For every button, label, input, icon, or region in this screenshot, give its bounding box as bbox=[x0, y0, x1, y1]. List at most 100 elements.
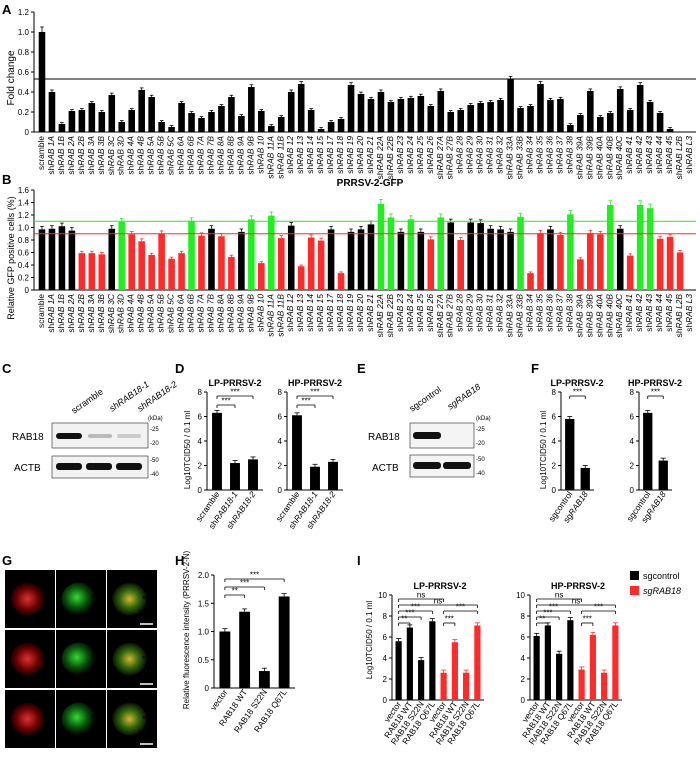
panel-a-xlabel-shrab-24: shRAB 24 bbox=[405, 136, 415, 174]
g-image-r1-c2-star: * bbox=[142, 654, 146, 664]
panel-d-lp-chart: LP-PRRSV-202468scrambleshRAB18-1shRAB18-… bbox=[194, 378, 263, 531]
panel-i-lp-sig-1: ns bbox=[434, 597, 442, 606]
panel-a-xlabel-shrab-4b: shRAB 4B bbox=[136, 136, 146, 175]
g-image-r1-c2-cell bbox=[112, 642, 147, 676]
panel-a-bar-shrab-31 bbox=[487, 102, 494, 132]
panel-b-xlabel-shrab-34: shRAB 34 bbox=[525, 294, 535, 332]
panel-d-lp-ytick-label-0: 0 bbox=[198, 486, 203, 495]
panel-d-hp-bar-0-scramble bbox=[292, 415, 302, 490]
panel-label-g: G bbox=[2, 553, 12, 568]
panel-d-hp-ytick-label-0: 0 bbox=[278, 486, 283, 495]
panel-i-lp-ytick-label-2: 4 bbox=[383, 654, 388, 663]
panel-d-hp-sig-0: *** bbox=[310, 388, 319, 397]
panel-b-xlabel-shrab-11a: shRAB 11A bbox=[265, 294, 275, 337]
panel-b-xlabel-shrab-5a: shRAB 5A bbox=[146, 294, 156, 333]
panel-b-xlabel-shrab-39a: shRAB 39A bbox=[574, 294, 584, 338]
panel-f-hp-ytick-label-4: 8 bbox=[630, 388, 635, 397]
panel-b-xlabel-shrab-33a: shRAB 33A bbox=[505, 294, 515, 338]
panel-b-xlabel-shrab-8b: shRAB 8B bbox=[225, 294, 235, 333]
panel-f-lp-ytick-label-1: 2 bbox=[552, 462, 557, 471]
panel-b-xlabel-shrab-37: shRAB 37 bbox=[554, 294, 564, 332]
panel-a-xlabel-shrab-3a: shRAB 3A bbox=[86, 136, 96, 175]
panel-d-ylabel: Log10TCID50 / 0.1 ml bbox=[183, 411, 192, 489]
panel-a-bar-shrab-5b bbox=[158, 122, 165, 132]
panel-b-xlabel-shrab-10: shRAB 10 bbox=[255, 294, 265, 332]
panel-i-hp-ytick-label-1: 2 bbox=[521, 675, 526, 684]
panel-i-hp-ytick-label-4: 8 bbox=[521, 612, 526, 621]
panel-a-bar-shrab-17 bbox=[327, 122, 335, 132]
blot-e-kda: (kDa) bbox=[476, 416, 491, 422]
panel-b-xlabel-shrab-31: shRAB 31 bbox=[485, 294, 495, 332]
panel-d-hp-bar-2-shrab18-2 bbox=[328, 461, 338, 490]
panel-i-hp-sig-3: *** bbox=[543, 609, 552, 618]
panel-i-hp-bar-7-rab18-q67l bbox=[612, 625, 619, 700]
panel-a-xlabel-shrab-5a: shRAB 5A bbox=[146, 136, 156, 175]
panel-b-bar-shrab-31 bbox=[487, 228, 494, 290]
panel-b-xlabel-shrab-7b: shRAB 7B bbox=[205, 294, 215, 333]
panel-a-xlabel-shrab-4a: shRAB 4A bbox=[126, 136, 136, 175]
panel-b-xlabel-shrab-17: shRAB 17 bbox=[325, 294, 335, 332]
panel-a-bar-shrab-27a bbox=[437, 91, 445, 132]
panel-a-xlabel-shrab-20: shRAB 20 bbox=[355, 136, 365, 174]
panel-b-bar-shrab-28 bbox=[457, 240, 465, 290]
panel-b-bar-shrab-40c bbox=[616, 228, 624, 290]
panel-a-bar-shrab-22a bbox=[377, 92, 385, 132]
panel-h-bar-2-rab18-s22n bbox=[258, 671, 270, 688]
panel-b-bar-shrab-30 bbox=[477, 223, 484, 290]
panel-i-legend: sgcontrol sgRAB18 bbox=[630, 571, 681, 596]
panel-a-xlabel-shrab-43: shRAB 43 bbox=[644, 136, 654, 174]
panel-b-xlabel-shrab-l2b: shRAB L2B bbox=[674, 294, 684, 338]
panel-a-ytick-label-1: 0.2 bbox=[18, 108, 30, 117]
panel-label-e: E bbox=[357, 361, 366, 376]
panel-a-bar-shrab-39b bbox=[587, 91, 594, 132]
panel-a-xlabel-shrab-26: shRAB 26 bbox=[425, 136, 435, 174]
panel-b-xlabel-shrab-7a: shRAB 7A bbox=[196, 294, 206, 333]
g-image-r1-c1-cell bbox=[61, 642, 96, 676]
panel-a-xlabel-shrab-27b: shRAB 27B bbox=[445, 136, 455, 180]
panel-label-a: A bbox=[2, 2, 12, 17]
panel-a-bar-shrab-1b bbox=[58, 124, 66, 132]
panel-d-hp-ytick-label-2: 4 bbox=[278, 437, 283, 446]
panel-h-ytick-label-4: 2.0 bbox=[198, 571, 210, 580]
panel-a-bar-shrab-24 bbox=[407, 98, 415, 132]
panel-b-bar-shrab-22a bbox=[377, 203, 385, 290]
panel-h-ylabel: Relative fluorescence intensity (PRRSV-2… bbox=[182, 551, 191, 710]
g-row-1-channel-merge: Merge bbox=[109, 633, 129, 640]
panel-b-ytick-label-5: 1.0 bbox=[18, 224, 30, 233]
g-row-2-scale-label: 10 μm bbox=[137, 737, 154, 743]
panel-a-bar-shrab-42 bbox=[636, 85, 644, 132]
panel-a-xlabel-shrab-11b: shRAB 11B bbox=[275, 136, 285, 179]
panel-i-hp-bar-1-rab18-wt bbox=[544, 625, 551, 700]
panel-a-bar-shrab-37 bbox=[557, 99, 564, 132]
panel-a-xlabel-shrab-9b: shRAB 9B bbox=[245, 136, 255, 175]
panel-b-xlabel-shrab-39b: shRAB 39B bbox=[584, 294, 594, 338]
panel-b-bar-shrab-3c bbox=[108, 228, 116, 290]
panel-a-xlabel-shrab-31: shRAB 31 bbox=[485, 136, 495, 174]
panel-b-xlabel-shrab-23: shRAB 23 bbox=[395, 294, 405, 332]
panel-b-bar-shrab-5b bbox=[158, 233, 165, 290]
panel-a-bar-shrab-27b bbox=[447, 112, 455, 132]
panel-a-xlabel-shrab-37: shRAB 37 bbox=[554, 136, 564, 174]
blot-c-rab18-band-scramble bbox=[56, 433, 82, 439]
panel-b-xlabel-shrab-8a: shRAB 8A bbox=[215, 294, 225, 333]
panel-i-lp-title: LP-PRRSV-2 bbox=[413, 581, 466, 591]
panel-b-xlabel-shrab-27a: shRAB 27A bbox=[435, 294, 445, 338]
panel-h-bar-3-rab18-q67l bbox=[278, 596, 290, 688]
panel-b-xlabel-shrab-43: shRAB 43 bbox=[644, 294, 654, 332]
panel-a-bar-shrab-8b bbox=[228, 97, 235, 132]
panel-a-xlabel-shrab-5b: shRAB 5B bbox=[156, 136, 166, 175]
panel-i-hp-sig-5: *** bbox=[594, 603, 603, 612]
panel-d-lp-bar-0-scramble bbox=[212, 412, 222, 490]
panel-i-lp-ytick-label-4: 8 bbox=[383, 612, 388, 621]
panel-a-ytick-label-6: 1.2 bbox=[18, 8, 30, 17]
panel-b-xlabel-shrab-4b: shRAB 4B bbox=[136, 294, 146, 333]
panel-a-bar-shrab-3b bbox=[98, 112, 106, 132]
panel-i-lp-ytick-label-3: 6 bbox=[383, 633, 388, 642]
panel-a-bar-shrab-13 bbox=[297, 84, 305, 132]
panel-h-sig-0: *** bbox=[250, 571, 259, 580]
panel-a-ytick-label-0: 0 bbox=[25, 128, 30, 137]
panel-d-hp-ytick-label-4: 8 bbox=[278, 388, 283, 397]
panel-a-bar-shrab-43 bbox=[646, 102, 654, 132]
panel-a-xlabel-shrab-9a: shRAB 9A bbox=[235, 136, 245, 175]
